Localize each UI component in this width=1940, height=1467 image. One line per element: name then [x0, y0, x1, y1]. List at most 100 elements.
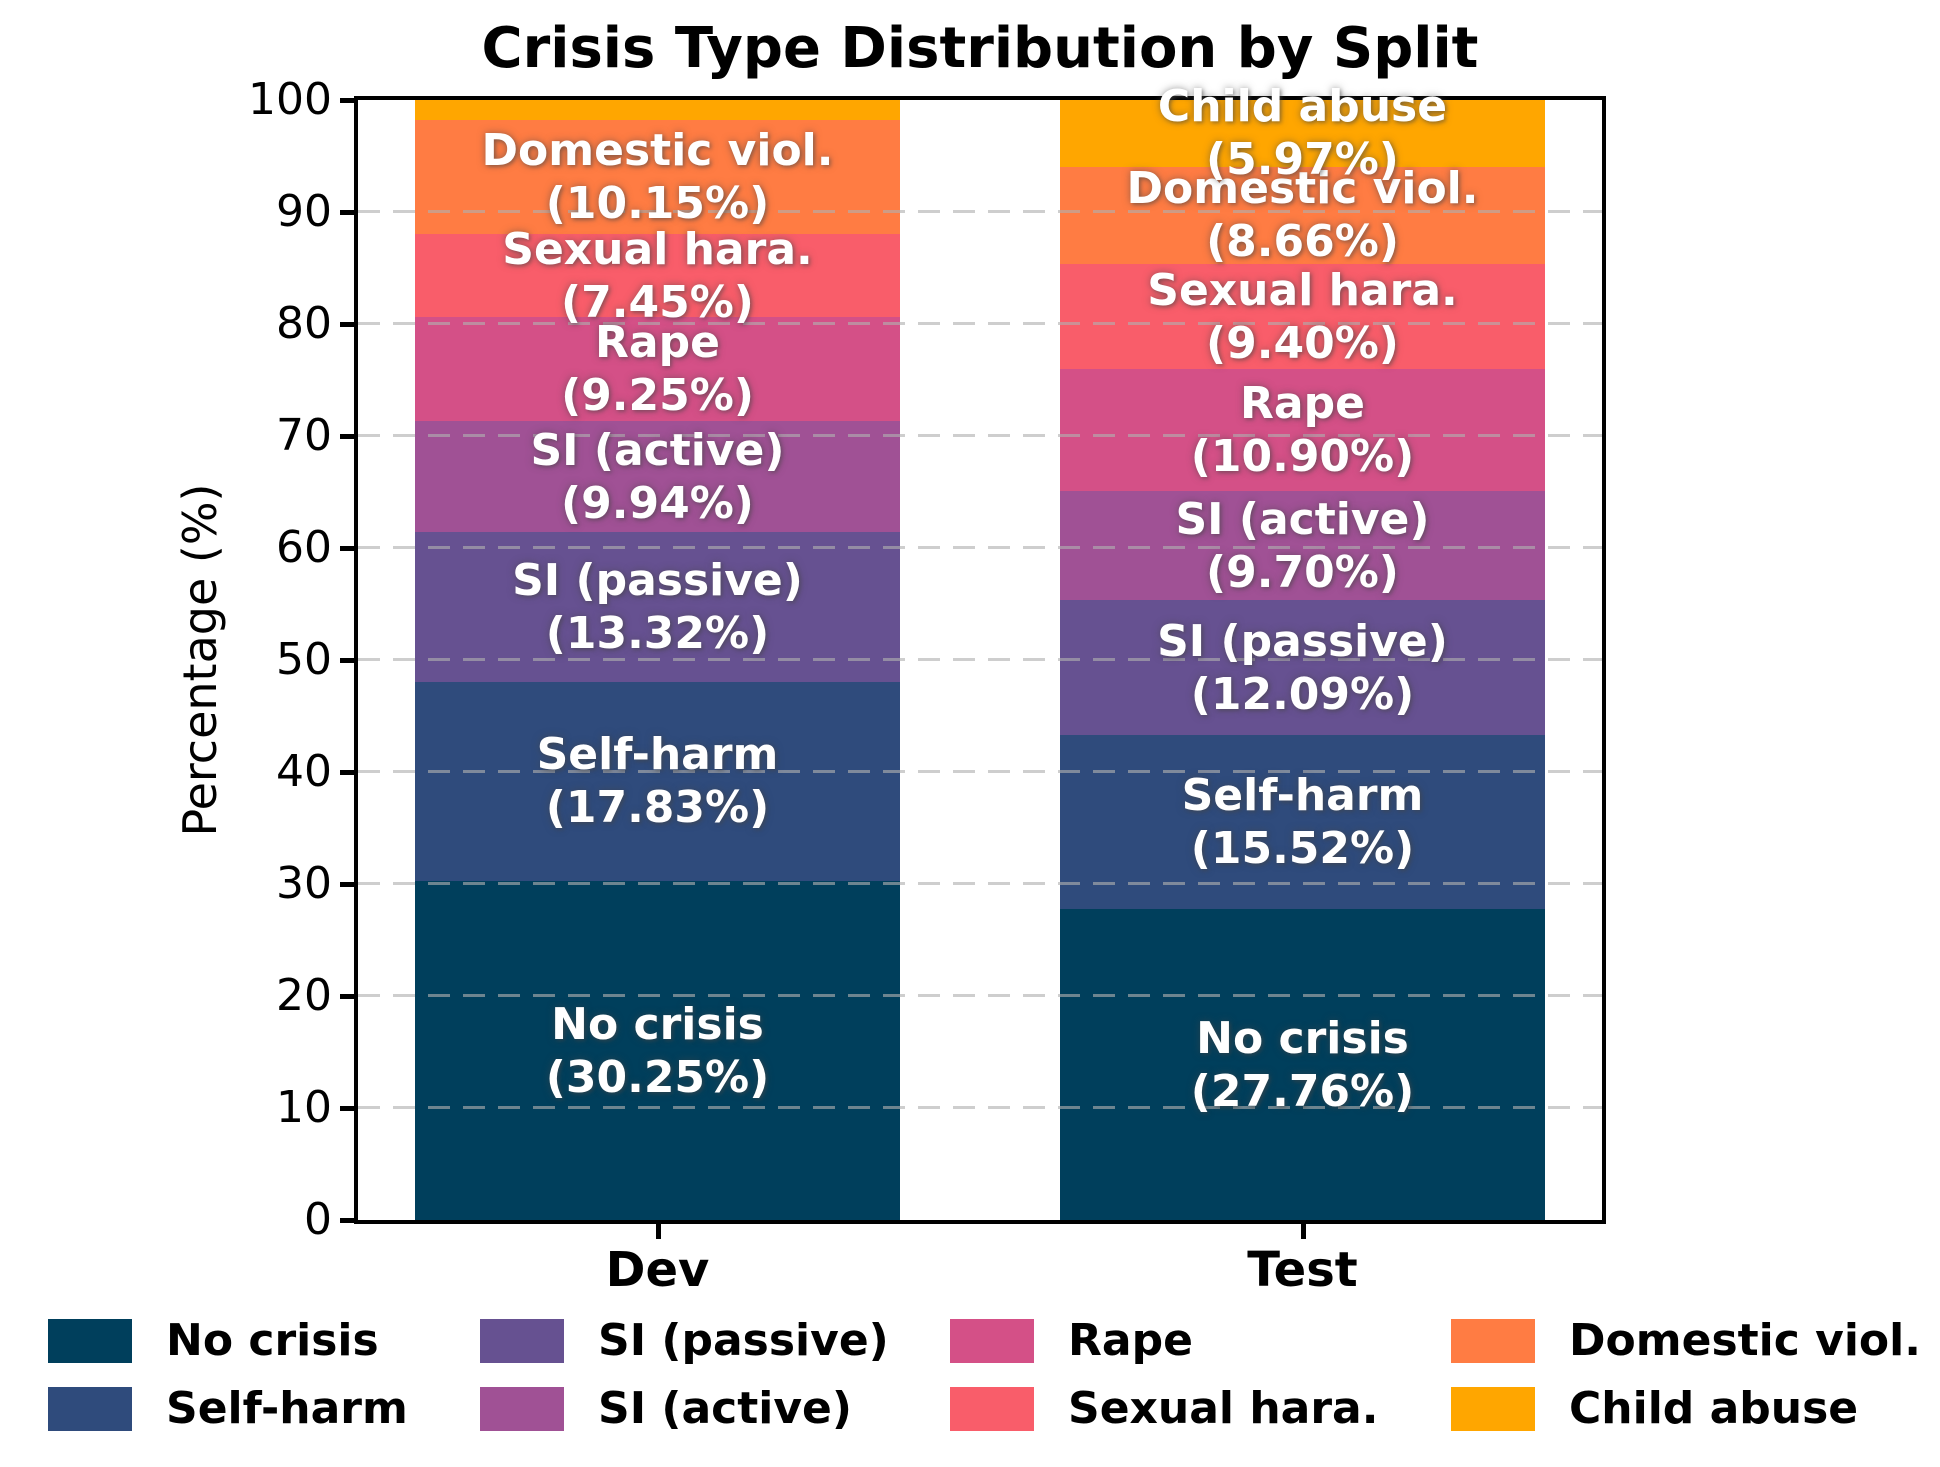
gridline-90 [358, 210, 1602, 213]
legend-item-label: Sexual hara. [1068, 1383, 1379, 1434]
bar-segment-label-value: (10.90%) [1190, 431, 1415, 483]
bar-segment-label: Domestic viol. (8.66%) [1127, 162, 1479, 268]
bar-segment-label-name: SI (active) [1175, 493, 1430, 545]
bar-segment-label-value: (13.32%) [545, 607, 770, 659]
bar-segment-label-value: (30.25%) [545, 1051, 770, 1103]
bar-segment: Child abuse (5.97%) [1060, 81, 1545, 185]
y-tick-label-30: 30 [276, 858, 332, 909]
bar-segment-label-name: Self-harm [536, 729, 779, 781]
bar-segment-label: Child abuse (5.97%) [1158, 80, 1447, 186]
y-tick-label-50: 50 [276, 634, 332, 685]
bar-segment-label-name: SI (passive) [1157, 615, 1448, 667]
y-tick-mark-40 [340, 770, 354, 775]
gridline-40 [358, 770, 1602, 773]
y-tick-label-10: 10 [276, 1082, 332, 1133]
y-tick-label-20: 20 [276, 970, 332, 1021]
legend-swatch [950, 1387, 1034, 1431]
legend-item-label: Rape [1068, 1315, 1193, 1366]
bar-segment: SI (passive) (13.32%) [415, 532, 900, 682]
bar-segment-label-value: (12.09%) [1190, 668, 1415, 720]
gridline-20 [358, 994, 1602, 997]
bar-segment-label-name: No crisis [551, 998, 764, 1050]
bar-segment-label: SI (passive) (13.32%) [512, 554, 803, 660]
bar-segment: Self-harm (15.52%) [1060, 735, 1545, 910]
legend-column-2: SI (passive) SI (active) [480, 1316, 889, 1434]
bar-segment-label: Self-harm (17.83%) [537, 728, 779, 834]
bar-segment-label-name: No crisis [1196, 1012, 1409, 1064]
y-tick-mark-10 [340, 1106, 354, 1111]
bar-segment-label: Rape (9.25%) [561, 316, 754, 422]
bar-stack-dev: No crisis (30.25%) Self-harm (17.83%) SI (pa… [415, 100, 900, 1220]
bar-segment: Sexual hara. (9.40%) [1060, 263, 1545, 370]
y-tick-mark-30 [340, 882, 354, 887]
gridline-30 [358, 882, 1602, 885]
bar-segment: Rape (10.90%) [1060, 369, 1545, 492]
y-tick-mark-80 [340, 322, 354, 327]
bar-segment-label-value: (9.25%) [561, 370, 754, 422]
bar-stack-test: No crisis (27.76%) Self-harm (15.52%) SI (pa… [1060, 81, 1545, 1220]
bar-segment-label: Sexual hara. (9.40%) [1147, 264, 1457, 370]
bar-segment-label-name: Child abuse [1157, 81, 1448, 133]
y-tick-mark-60 [340, 546, 354, 551]
bar-segment-label: SI (active) (9.70%) [1175, 493, 1429, 599]
bar-segment-label-value: (9.94%) [561, 477, 754, 529]
legend-item: Domestic viol. [1451, 1316, 1921, 1366]
y-tick-label-90: 90 [276, 186, 332, 237]
y-tick-mark-50 [340, 658, 354, 663]
legend-swatch [1451, 1387, 1535, 1431]
gridline-50 [358, 658, 1602, 661]
bar-segment-label-name: Rape [595, 317, 720, 369]
x-tick-label-dev: Dev [605, 1242, 710, 1298]
legend-item: SI (active) [480, 1384, 889, 1434]
bar-segment: Domestic viol. (10.15%) [415, 120, 900, 234]
legend-item: Rape [950, 1316, 1378, 1366]
y-tick-label-100: 100 [248, 74, 332, 125]
bar-segment: No crisis (27.76%) [1060, 909, 1545, 1220]
bar-segment-label-name: Sexual hara. [502, 223, 813, 275]
bar-segment: No crisis (30.25%) [415, 881, 900, 1220]
gridline-80 [358, 322, 1602, 325]
legend-swatch [1451, 1319, 1535, 1363]
gridline-10 [358, 1106, 1602, 1109]
bar-segment [415, 100, 900, 121]
bar-segment-label-name: SI (passive) [512, 554, 803, 606]
gridline-60 [358, 546, 1602, 549]
x-tick-label-test: Test [1247, 1242, 1358, 1298]
bar-segment-label-name: SI (active) [530, 424, 785, 476]
gridline-70 [358, 434, 1602, 437]
bar-segment-label: Rape (10.90%) [1191, 377, 1414, 483]
y-tick-label-60: 60 [276, 522, 332, 573]
legend-item-label: Child abuse [1569, 1383, 1859, 1434]
legend-item: Child abuse [1451, 1384, 1921, 1434]
bar-segment: SI (active) (9.70%) [1060, 491, 1545, 600]
legend-item-label: SI (passive) [598, 1315, 889, 1366]
chart-title: Crisis Type Distribution by Split [481, 16, 1479, 81]
bar-segment-label-value: (8.66%) [1206, 216, 1399, 268]
legend-column-4: Domestic viol. Child abuse [1451, 1316, 1921, 1434]
bar-segment-label-name: Self-harm [1181, 770, 1424, 822]
bar-segment-label: Domestic viol. (10.15%) [482, 124, 834, 230]
legend-item-label: SI (active) [598, 1383, 853, 1434]
bars-container: No crisis (30.25%) Self-harm (17.83%) SI (pa… [358, 81, 1602, 1220]
legend-swatch [48, 1319, 132, 1363]
legend-swatch [48, 1387, 132, 1431]
bar-segment-label: Self-harm (15.52%) [1182, 769, 1424, 875]
bar-segment-label: No crisis (30.25%) [546, 998, 769, 1104]
bar-segment: SI (passive) (12.09%) [1060, 599, 1545, 736]
legend-item: No crisis [48, 1316, 408, 1366]
bar-segment-label: Sexual hara. (7.45%) [502, 223, 812, 329]
y-tick-label-70: 70 [276, 410, 332, 461]
legend-item-label: Self-harm [166, 1383, 408, 1434]
bar-segment-label-name: Domestic viol. [1126, 163, 1479, 215]
bar-segment-label-value: (7.45%) [561, 276, 754, 328]
bar-segment-label-value: (9.40%) [1206, 317, 1399, 369]
y-tick-mark-70 [340, 434, 354, 439]
y-tick-label-40: 40 [276, 746, 332, 797]
bar-segment-label: No crisis (27.76%) [1191, 1012, 1414, 1118]
bar-segment-label-value: (15.52%) [1190, 823, 1415, 875]
bar-segment-label-name: Rape [1240, 378, 1365, 430]
legend-item: SI (passive) [480, 1316, 889, 1366]
bar-segment-label-value: (9.70%) [1206, 546, 1399, 598]
bar-segment-label-value: (27.76%) [1190, 1065, 1415, 1117]
